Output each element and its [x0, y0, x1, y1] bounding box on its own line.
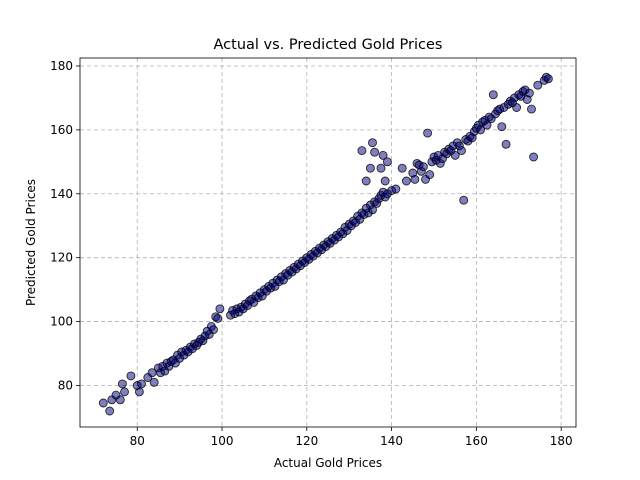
grid — [80, 58, 576, 427]
data-point — [382, 157, 392, 167]
data-point — [476, 125, 486, 135]
data-point — [361, 176, 371, 186]
data-point — [410, 174, 420, 184]
data-point — [401, 176, 411, 186]
data-point — [357, 146, 367, 156]
x-tick-label: 80 — [130, 434, 145, 448]
x-tick-label: 160 — [465, 434, 488, 448]
y-tick-label: 120 — [50, 251, 73, 265]
data-point — [527, 104, 536, 114]
data-point — [134, 387, 144, 397]
data-point — [418, 162, 428, 172]
x-tick-label: 180 — [550, 434, 573, 448]
data-point — [543, 74, 553, 84]
data-point — [213, 313, 223, 323]
x-tick-label: 140 — [380, 434, 403, 448]
data-point — [209, 325, 218, 335]
data-point — [149, 377, 159, 387]
data-point — [457, 146, 466, 156]
data-point — [397, 163, 407, 173]
data-point — [488, 90, 498, 100]
data-point — [215, 304, 225, 314]
data-point — [423, 128, 433, 138]
data-point — [137, 379, 146, 389]
data-point — [533, 80, 543, 90]
data-point — [391, 184, 401, 194]
data-point — [378, 150, 388, 160]
data-point — [497, 122, 507, 132]
x-tick-label: 100 — [211, 434, 234, 448]
data-point — [98, 398, 108, 408]
y-tick-label: 80 — [58, 378, 73, 392]
x-axis-label: Actual Gold Prices — [274, 456, 382, 470]
y-tick-label: 160 — [50, 123, 73, 137]
y-tick-label: 180 — [50, 59, 73, 73]
data-point — [524, 88, 534, 98]
y-tick-label: 140 — [50, 187, 73, 201]
y-tick-label: 100 — [50, 315, 73, 329]
x-tick-label: 120 — [295, 434, 318, 448]
data-point — [425, 170, 435, 180]
data-point — [459, 195, 469, 205]
data-point — [115, 395, 125, 405]
data-point — [120, 387, 129, 397]
y-axis-ticks: 80 100 120 140 160 180 — [50, 59, 80, 392]
data-point — [117, 379, 127, 389]
data-point — [376, 163, 386, 173]
data-point — [370, 147, 380, 157]
data-point — [126, 371, 136, 381]
y-axis-label: Predicted Gold Prices — [24, 179, 38, 306]
data-point — [512, 103, 522, 112]
plot-frame — [79, 57, 577, 428]
data-point — [380, 176, 390, 186]
data-point — [501, 139, 511, 149]
data-points — [98, 72, 553, 416]
data-point — [450, 150, 460, 160]
x-axis-ticks: 80 100 120 140 160 180 — [130, 427, 573, 448]
data-point — [105, 406, 115, 416]
data-point — [365, 163, 375, 173]
data-point — [529, 152, 539, 162]
chart-title: Actual vs. Predicted Gold Prices — [214, 37, 443, 53]
data-point — [482, 120, 492, 130]
data-point — [368, 138, 377, 148]
data-point — [368, 205, 377, 215]
